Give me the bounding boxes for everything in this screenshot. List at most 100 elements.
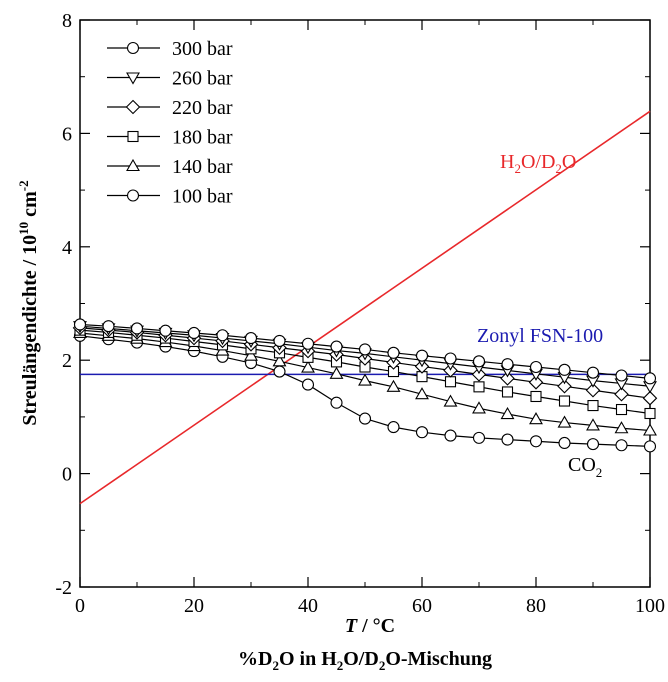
data-point-100-bar — [330, 396, 343, 409]
legend-marker — [125, 99, 141, 115]
data-series — [72, 318, 658, 453]
data-point-220-bar — [585, 382, 601, 398]
data-point-100-bar — [358, 412, 372, 425]
data-point-140-bar — [586, 418, 600, 431]
data-point-100-bar — [615, 439, 628, 452]
y-axis-label: Streulängendichte / 1010 cm-2 — [16, 180, 41, 425]
x-axis-label-temperature: T / °C — [345, 615, 395, 637]
data-point-220-bar — [500, 371, 515, 386]
legend-marker — [127, 130, 139, 143]
data-point-220-bar — [557, 379, 572, 394]
legend-label: 220 bar — [172, 97, 233, 119]
data-point-140-bar — [329, 366, 344, 379]
data-point-180-bar — [615, 403, 628, 416]
data-point-140-bar — [643, 423, 657, 436]
data-point-300-bar — [529, 360, 543, 374]
legend-marker — [126, 41, 140, 55]
data-point-140-bar — [301, 360, 315, 373]
data-point-300-bar — [615, 369, 628, 382]
x-tick-label: 80 — [526, 595, 546, 617]
data-point-100-bar — [472, 431, 486, 444]
zonyl-label: Zonyl FSN-100 — [477, 325, 603, 347]
data-point-300-bar — [130, 322, 144, 335]
data-point-220-bar — [614, 386, 629, 402]
legend-label: 100 bar — [172, 186, 233, 208]
legend-label: 180 bar — [172, 127, 233, 149]
data-point-140-bar — [472, 401, 486, 414]
data-point-300-bar — [244, 332, 258, 345]
legend-label: 260 bar — [172, 68, 233, 90]
data-point-300-bar — [187, 326, 201, 340]
plot-frame — [79, 19, 651, 588]
data-point-220-bar — [642, 390, 658, 406]
data-point-180-bar — [530, 390, 542, 403]
x-tick-label: 0 — [75, 595, 85, 617]
data-point-100-bar — [586, 438, 600, 451]
x-tick-label: 60 — [412, 595, 432, 617]
x-tick-label: 40 — [298, 595, 318, 617]
data-point-140-bar — [614, 421, 629, 434]
data-point-140-bar — [415, 387, 429, 400]
data-point-300-bar — [73, 318, 87, 331]
data-point-140-bar — [358, 373, 372, 386]
legend-marker — [126, 189, 140, 202]
data-point-300-bar — [415, 349, 429, 362]
data-point-140-bar — [272, 354, 287, 367]
data-point-220-bar — [528, 375, 544, 390]
data-point-300-bar — [501, 358, 514, 371]
h2o-d2o-label: H2O/D2O — [500, 151, 576, 176]
legend-label: 300 bar — [172, 38, 233, 60]
data-point-100-bar — [529, 435, 543, 448]
data-point-100-bar — [501, 433, 514, 446]
data-point-140-bar — [500, 406, 515, 420]
data-point-300-bar — [444, 352, 457, 365]
data-point-100-bar — [444, 429, 457, 442]
data-point-100-bar — [301, 378, 315, 391]
data-point-300-bar — [102, 320, 115, 333]
y-tick-label: 0 — [62, 464, 72, 486]
data-point-140-bar — [443, 394, 458, 407]
data-point-140-bar — [386, 379, 401, 392]
data-point-300-bar — [301, 337, 315, 350]
legend-label: 140 bar — [172, 156, 233, 178]
data-point-180-bar — [587, 400, 599, 412]
data-point-100-bar — [558, 436, 571, 450]
legend: 300 bar 260 bar 220 bar 180 bar 140 bar 100 b… — [107, 38, 233, 208]
x-axis-label-mixture: %D2O in H2O/D2O-Mischung — [238, 648, 492, 673]
data-point-180-bar — [473, 381, 485, 393]
co2-label: CO2 — [568, 454, 602, 480]
x-tick-label: 20 — [184, 595, 204, 617]
data-point-300-bar — [643, 372, 657, 385]
data-point-180-bar — [644, 407, 656, 420]
x-tick-label: 100 — [635, 595, 665, 617]
data-point-300-bar — [558, 363, 571, 376]
data-point-300-bar — [358, 343, 372, 356]
legend-marker — [126, 158, 140, 172]
y-tick-label: 8 — [62, 10, 72, 32]
legend-marker — [126, 72, 140, 85]
data-point-220-bar — [471, 367, 487, 382]
data-point-180-bar — [444, 376, 457, 388]
y-tick-label: 2 — [62, 350, 72, 372]
data-point-180-bar — [501, 386, 514, 398]
y-tick-label: -2 — [55, 577, 72, 599]
h2o-d2o-line — [79, 110, 651, 505]
data-point-300-bar — [586, 366, 600, 379]
data-point-300-bar — [216, 329, 229, 342]
data-point-300-bar — [273, 334, 286, 347]
data-point-300-bar — [330, 340, 343, 353]
data-point-180-bar — [558, 395, 571, 407]
data-point-140-bar — [557, 415, 572, 428]
data-point-140-bar — [529, 412, 543, 425]
y-tick-label: 4 — [62, 237, 72, 259]
data-point-300-bar — [387, 346, 400, 359]
data-point-300-bar — [472, 355, 486, 368]
y-tick-label: 6 — [62, 123, 72, 145]
data-point-140-bar — [244, 348, 258, 361]
data-point-100-bar — [415, 426, 429, 439]
data-point-100-bar — [643, 440, 657, 453]
data-point-100-bar — [387, 421, 400, 434]
data-point-300-bar — [159, 324, 172, 337]
